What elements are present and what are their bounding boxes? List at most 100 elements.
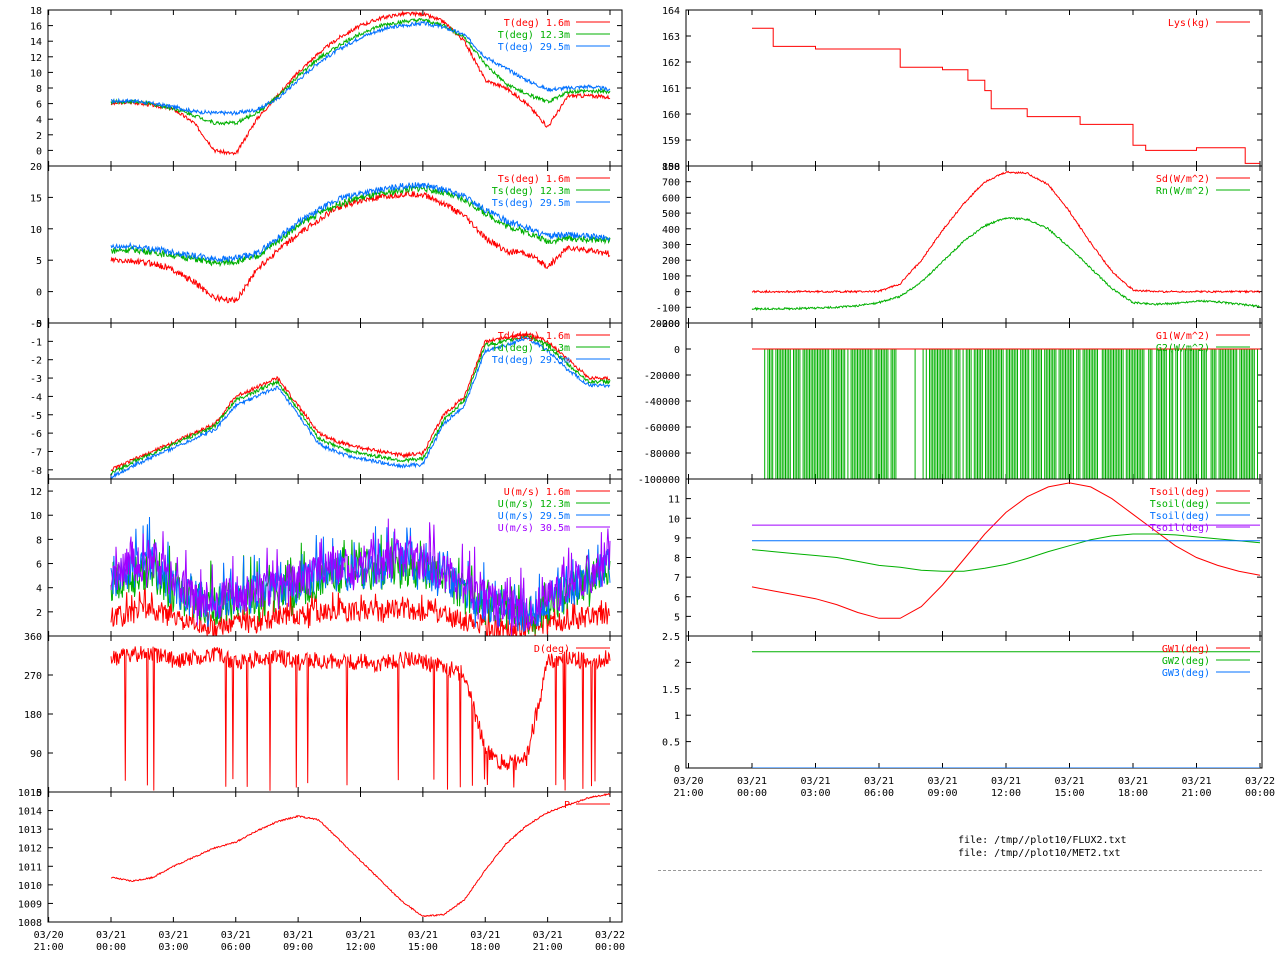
x-tick-time: 06:00 [221,942,251,953]
legend-label: Td(deg) 29.5m [492,355,570,366]
y-tick-label: 10 [30,225,42,236]
x-tick-time: 21:00 [673,788,703,799]
y-tick-label: 2 [36,131,42,142]
y-tick-label: 15 [30,193,42,204]
x-tick-date: 03/21 [927,776,957,787]
x-tick-time: 21:00 [1181,788,1211,799]
y-tick-label: 1 [674,711,680,722]
rad-series-1 [751,216,1261,312]
y-tick-label: 0 [36,788,42,799]
legend-label: U(m/s) 12.3m [498,499,570,510]
x-tick-time: 00:00 [96,942,126,953]
legend-label: T(deg) 29.5m [498,42,570,53]
y-tick-label: -200 [656,319,680,330]
x-tick-date: 03/21 [1118,776,1148,787]
y-tick-label: 8 [36,84,42,95]
y-tick-label: -2 [30,356,42,367]
y-tick-label: 4 [36,115,42,126]
rad-series-0 [751,170,1261,294]
x-tick-time: 06:00 [864,788,894,799]
x-tick-time: 12:00 [991,788,1021,799]
y-tick-label: 163 [662,32,680,43]
legend-label: Sd(W/m^2) [1156,174,1210,185]
legend-label: Td(deg) 1.6m [498,331,570,342]
rad-panel: 800 700 600 500 400 300 200 100 0 -100 -200 Sd(W/m^… [656,162,1263,330]
y-tick-label: -3 [30,374,42,385]
y-tick-label: 1012 [18,844,42,855]
y-tick-label: 360 [24,632,42,643]
x-tick-date: 03/21 [158,930,188,941]
y-tick-label: 159 [662,136,680,147]
legend-label: Tsoil(deg) [1150,487,1210,498]
y-tick-label: 0 [674,345,680,356]
legend-label: T(deg) 12.3m [498,30,570,41]
y-tick-label: 0 [674,764,680,775]
tsoil-series-1 [751,533,1261,572]
y-tick-label: -40000 [644,397,680,408]
x-tick-time: 15:00 [1054,788,1084,799]
pres-series-0 [110,792,611,918]
separator-line [658,870,1262,871]
legend-label: T(deg) 1.6m [504,18,570,29]
legend-label: D(deg) [534,644,570,655]
soilflux-panel: 20000 0 -20000 -40000 -60000 -80000 -100000 G1(… [638,319,1263,486]
y-tick-label: -8 [30,466,42,477]
x-tick-time: 09:00 [283,942,313,953]
y-tick-label: 500 [662,209,680,220]
y-tick-label: 2 [36,608,42,619]
y-tick-label: 12 [30,53,42,64]
legend-label: GW3(deg) [1162,668,1210,679]
y-tick-label: 800 [662,162,680,173]
y-tick-label: -7 [30,447,42,458]
pres-frame [47,791,623,923]
x-tick-date: 03/21 [1181,776,1211,787]
y-tick-label: 10 [668,514,680,525]
y-tick-label: 1011 [18,862,42,873]
tsoil-series-0 [751,482,1261,619]
y-tick-label: 11 [668,495,680,506]
y-tick-label: 2.5 [662,632,680,643]
y-tick-label: 0 [36,146,42,157]
x-tick-time: 00:00 [595,942,625,953]
pres-panel: 1015 1014 1013 1012 1011 1010 1009 1008 P [18,788,623,929]
legend-label: GW2(deg) [1162,656,1210,667]
y-tick-label: -20000 [644,371,680,382]
source-files: file: /tmp//plot10/FLUX2.txt file: /tmp/… [958,834,1127,860]
tsurf-series-2 [110,182,610,264]
y-tick-label: 90 [30,749,42,760]
y-tick-label: 2 [674,658,680,669]
y-tick-label: -80000 [644,449,680,460]
y-tick-label: 10 [30,511,42,522]
y-tick-label: 0 [36,288,42,299]
x-tick-date: 03/21 [1054,776,1084,787]
x-tick-date: 03/21 [283,930,313,941]
x-tick-date: 03/21 [470,930,500,941]
x-tick-time: 03:00 [800,788,830,799]
y-tick-label: 1009 [18,899,42,910]
y-tick-label: -5 [30,411,42,422]
tsurf-series-0 [110,191,611,304]
y-tick-label: 158 [662,162,680,173]
y-tick-label: 400 [662,225,680,236]
x-tick-date: 03/21 [221,930,251,941]
legend-label: U(m/s) 29.5m [498,511,570,522]
legend-label: Ts(deg) 29.5m [492,198,570,209]
x-tick-time: 03:00 [158,942,188,953]
x-tick-time: 18:00 [470,942,500,953]
x-tick-date: 03/20 [673,776,703,787]
y-tick-label: 20000 [650,319,680,330]
y-tick-label: 5 [674,612,680,623]
y-tick-label: -4 [30,392,42,403]
dew-series-1 [110,333,611,476]
y-tick-label: 20 [30,162,42,173]
x-tick-time: 09:00 [927,788,957,799]
y-tick-label: 6 [36,560,42,571]
y-tick-label: 200 [662,256,680,267]
legend-label: G1(W/m^2) [1156,331,1210,342]
x-tick-time: 00:00 [737,788,767,799]
y-tick-label: -5 [30,319,42,330]
y-tick-label: -60000 [644,423,680,434]
x-tick-date: 03/22 [1245,776,1275,787]
y-tick-label: 14 [30,37,42,48]
